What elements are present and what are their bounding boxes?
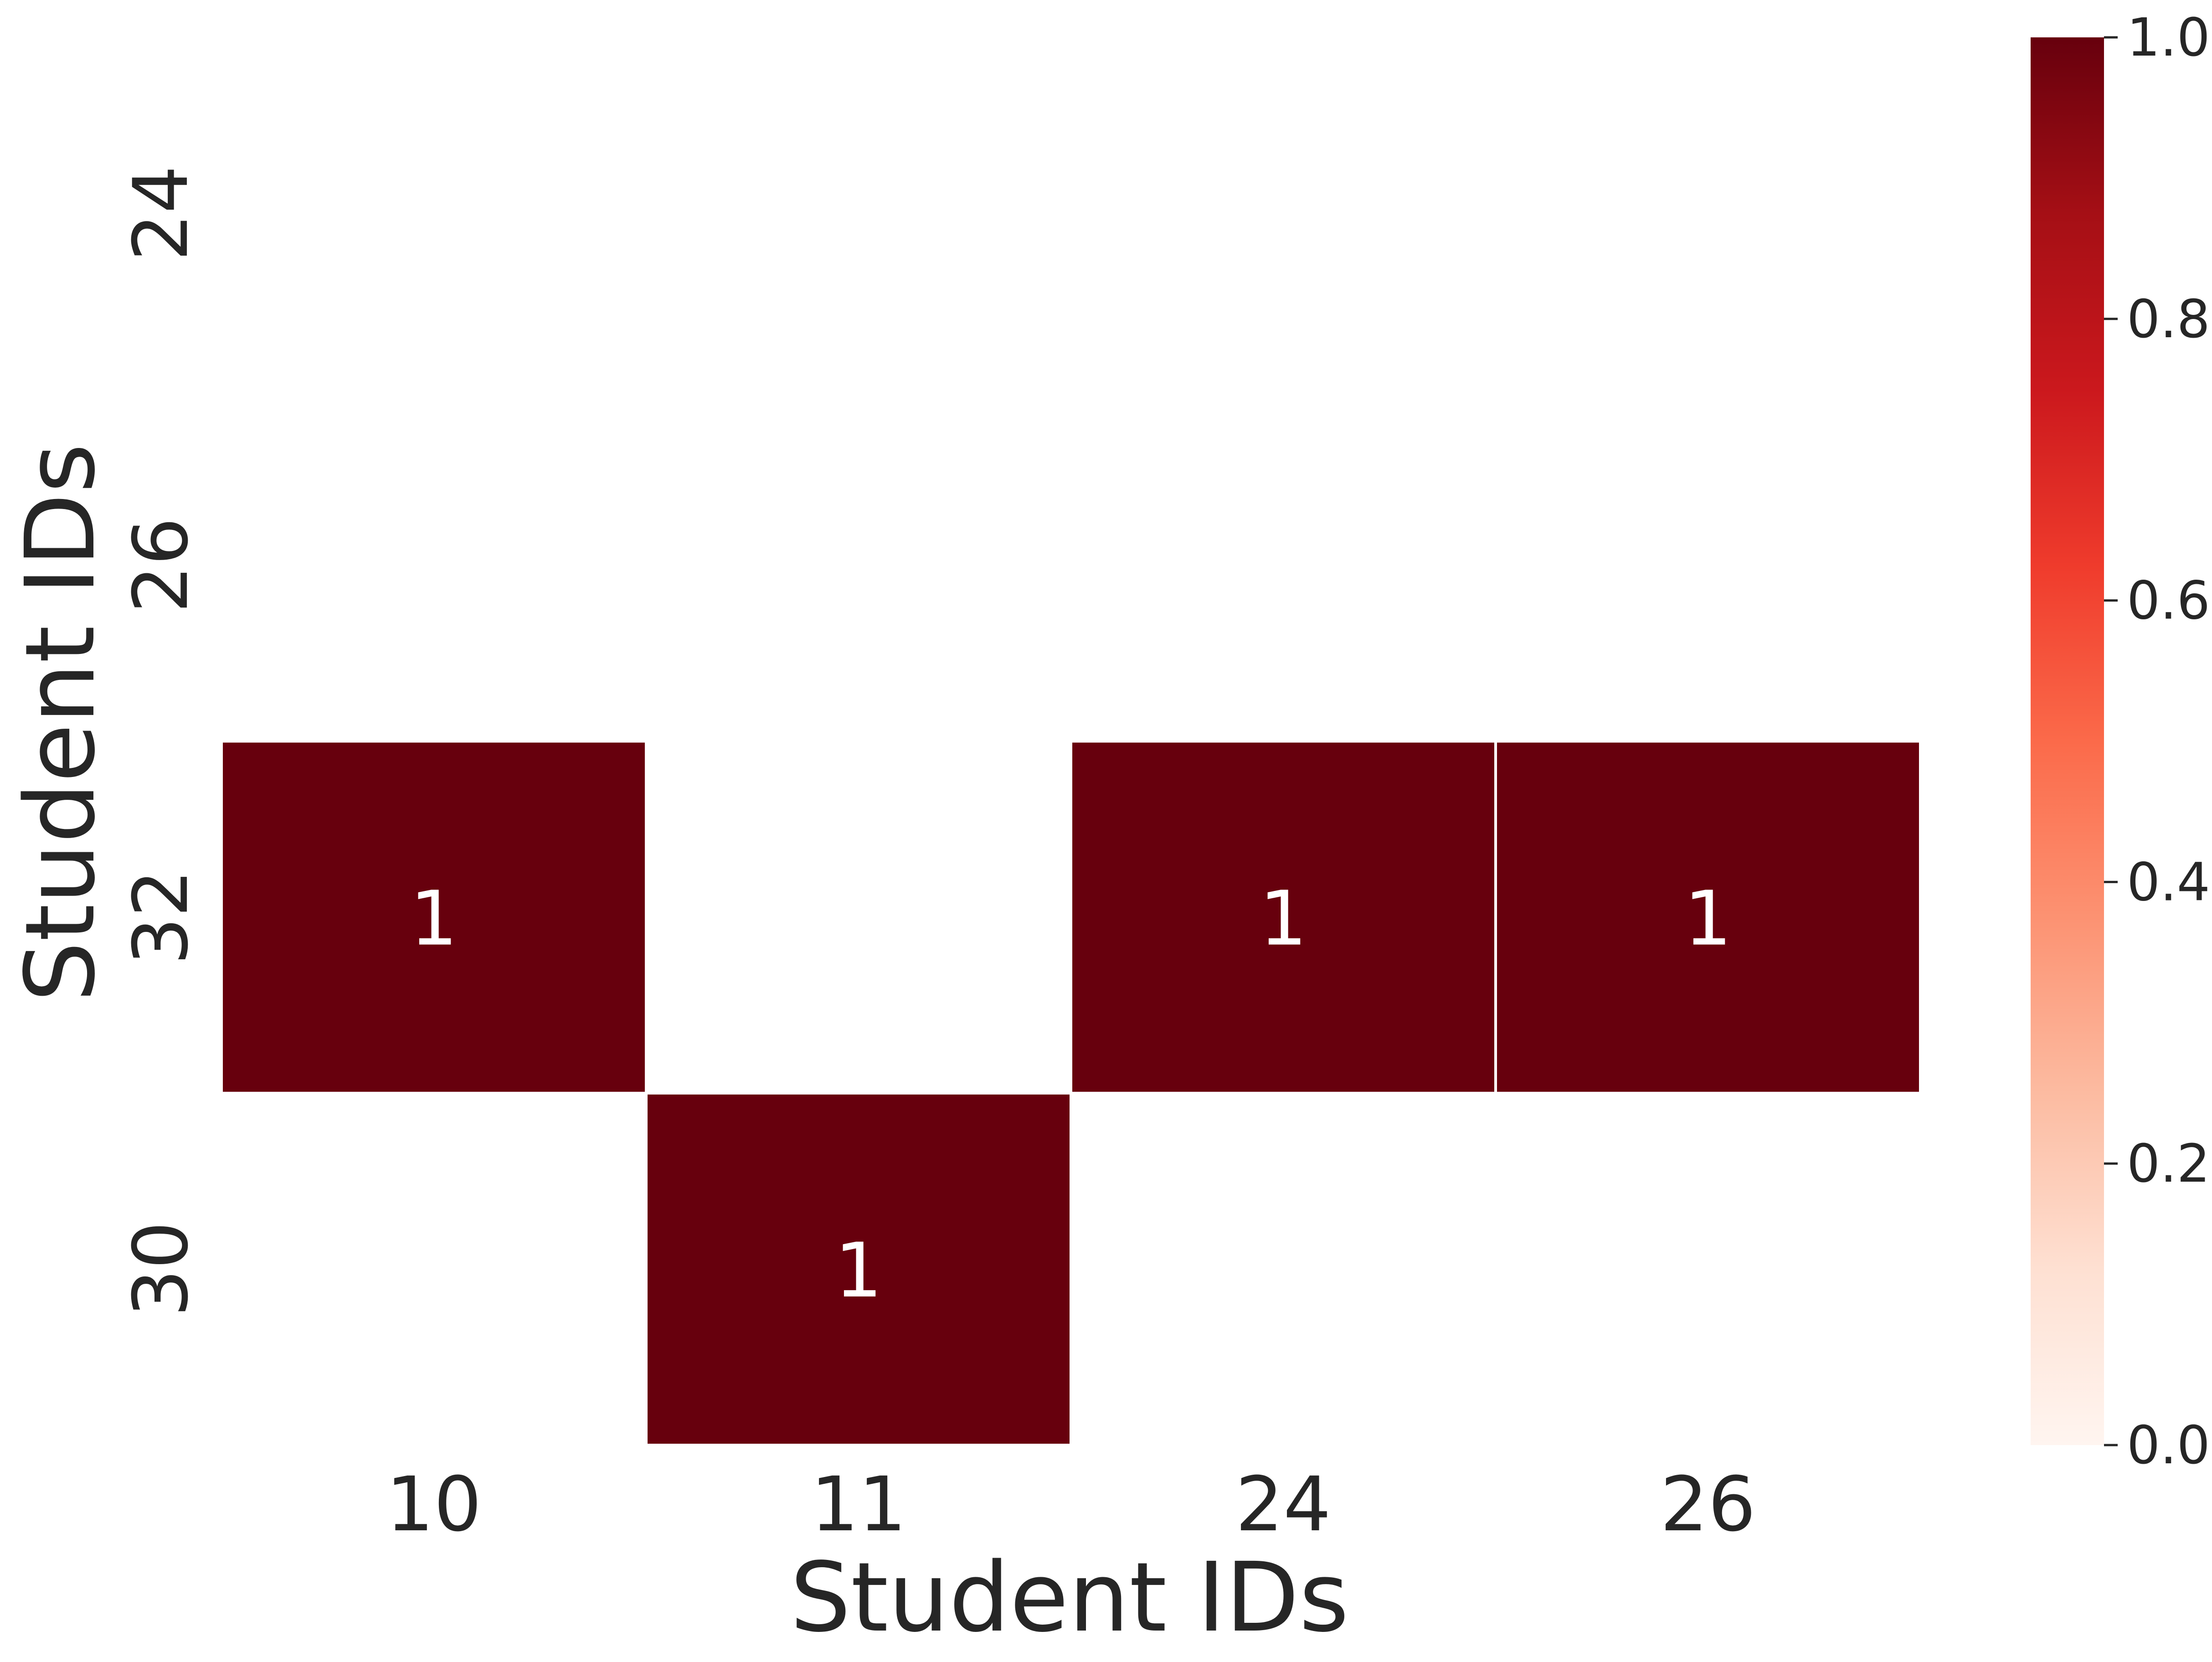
x-axis-label: Student IDs [790, 1542, 1349, 1653]
x-tick-label: 26 [1660, 1461, 1756, 1548]
y-tick-labels: 24 26 32 30 [117, 165, 205, 1317]
y-tick-label: 24 [117, 165, 205, 261]
x-tick-label: 10 [386, 1461, 482, 1548]
colorbar-tick-label: 0.6 [2127, 571, 2210, 632]
colorbar-tick-label: 1.0 [2127, 7, 2210, 68]
heatmap-cell [645, 1091, 1072, 1446]
heatmap-cell [1070, 740, 1497, 1095]
colorbar-tick-label: 0.2 [2127, 1133, 2210, 1194]
heatmap-cells [220, 740, 1922, 1446]
x-tick-label: 24 [1235, 1461, 1331, 1548]
colorbar-tick-label: 0.0 [2127, 1415, 2210, 1476]
colorbar-ticks: 0.0 0.2 0.4 0.6 0.8 1.0 [2104, 7, 2210, 1476]
cell-value-label: 1 [1684, 875, 1732, 962]
cell-value-label: 1 [1260, 875, 1307, 962]
cell-value-label: 1 [410, 875, 458, 962]
y-tick-label: 30 [117, 1221, 205, 1317]
x-tick-labels: 10 11 24 26 [386, 1461, 1756, 1548]
y-tick-label: 32 [117, 870, 205, 965]
colorbar: 0.0 0.2 0.4 0.6 0.8 1.0 [2031, 7, 2210, 1476]
colorbar-tick-label: 0.4 [2127, 852, 2210, 913]
x-tick-label: 11 [811, 1461, 906, 1548]
y-tick-label: 26 [117, 517, 205, 613]
colorbar-gradient [2031, 37, 2104, 1445]
heatmap-cell [1494, 740, 1922, 1095]
colorbar-tick-label: 0.8 [2127, 289, 2210, 350]
cell-value-label: 1 [835, 1227, 883, 1314]
y-axis-label: Student IDs [5, 443, 116, 1002]
cell-annotations: 1 1 1 1 [410, 875, 1732, 1314]
heatmap-cell [220, 740, 648, 1095]
